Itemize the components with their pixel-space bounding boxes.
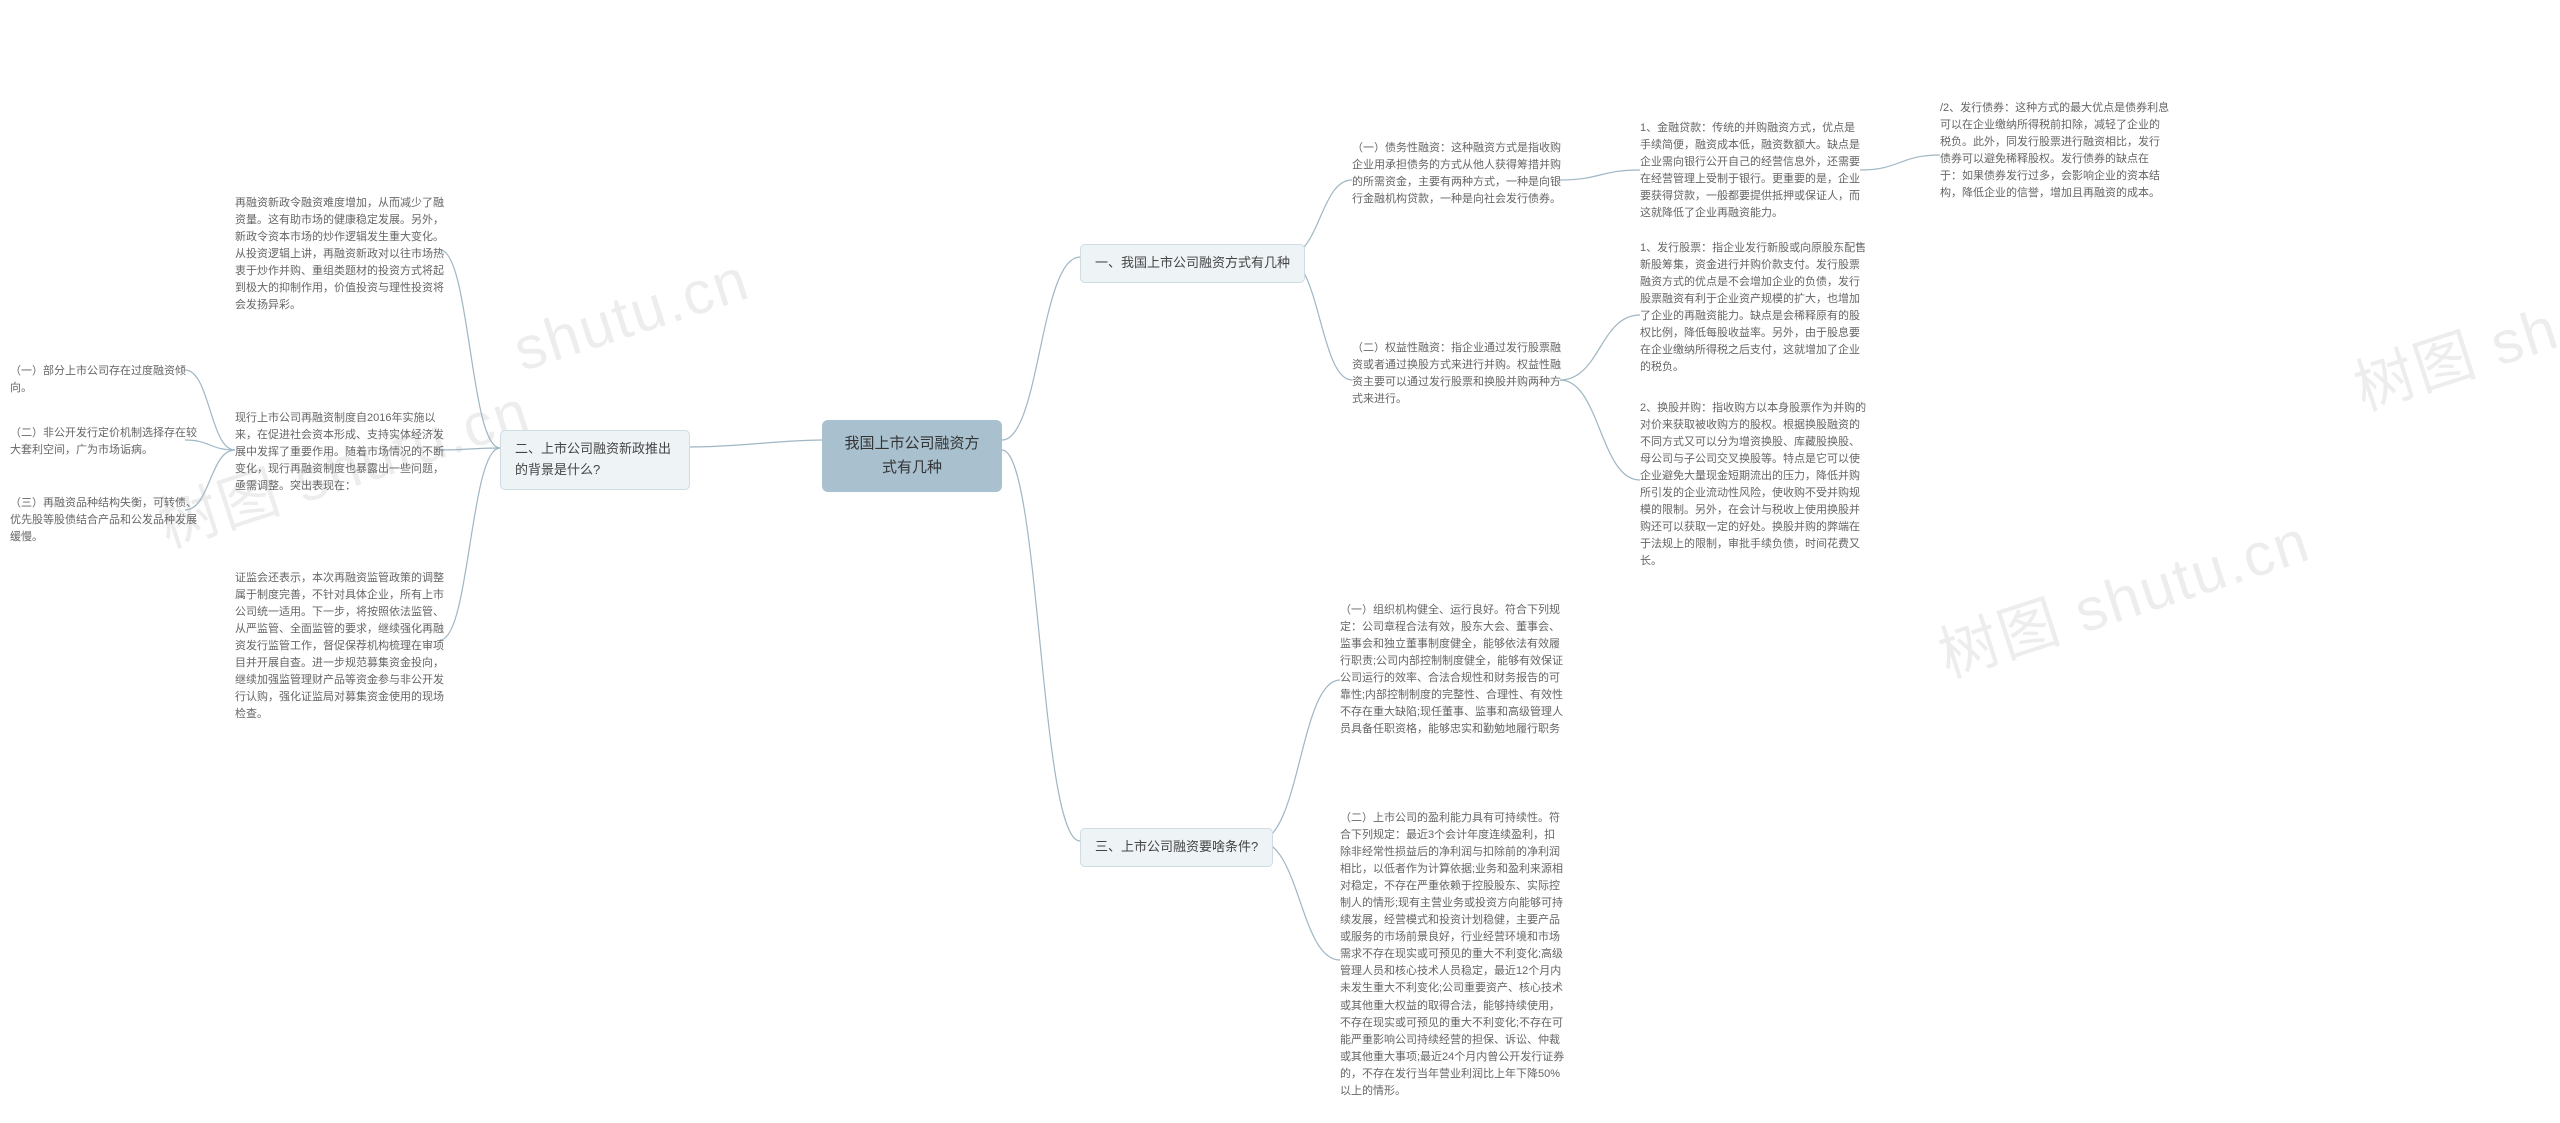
node-1-1: （一）债务性融资：这种融资方式是指收购企业用承担债务的方式从他人获得筹措并购的所… [1352,140,1562,208]
branch-1[interactable]: 一、我国上市公司融资方式有几种 [1080,244,1305,283]
node-2-a: （一）部分上市公司存在过度融资倾向。 [10,363,200,397]
node-2-b: （二）非公开发行定价机制选择存在较大套利空间，广为市场诟病。 [10,425,200,459]
watermark: 树图 shutu.cn [1926,493,2320,695]
node-2-c: （三）再融资品种结构失衡，可转债、优先股等股债结合产品和公发品种发展缓慢。 [10,495,200,546]
node-1-2-1: 1、发行股票：指企业发行新股或向原股东配售新股筹集，资金进行并购价款支付。发行股… [1640,240,1870,376]
node-2-bot: 证监会还表示，本次再融资监管政策的调整属于制度完善，不针对具体企业，所有上市公司… [235,570,445,723]
node-3-1: （一）组织机构健全、运行良好。符合下列规定：公司章程合法有效，股东大会、董事会、… [1340,602,1565,738]
node-1-1-2: /2、发行债券：这种方式的最大优点是债券利息可以在企业缴纳所得税前扣除，减轻了企… [1940,100,2170,202]
watermark: 树图 sh [2342,280,2560,428]
node-2-top: 再融资新政令融资难度增加，从而减少了融资量。这有助市场的健康稳定发展。另外，新政… [235,195,445,314]
node-3-2: （二）上市公司的盈利能力具有可持续性。符合下列规定：最近3个会计年度连续盈利，扣… [1340,810,1565,1100]
node-1-2-2: 2、换股并购：指收购方以本身股票作为并购的对价来获取被收购方的股权。根据换股融资… [1640,400,1870,570]
node-1-1-1: 1、金融贷款：传统的并购融资方式，优点是手续简便，融资成本低，融资数额大。缺点是… [1640,120,1860,222]
root-node[interactable]: 我国上市公司融资方式有几种 [822,420,1002,492]
node-1-2: （二）权益性融资：指企业通过发行股票融资或者通过换股方式来进行并购。权益性融资主… [1352,340,1562,408]
branch-2[interactable]: 二、上市公司融资新政推出的背景是什么? [500,430,690,490]
node-2-mid: 现行上市公司再融资制度自2016年实施以来，在促进社会资本形成、支持实体经济发展… [235,410,445,495]
connectors-layer [0,0,2560,1123]
branch-3[interactable]: 三、上市公司融资要啥条件? [1080,828,1273,867]
watermark: shutu.cn [505,244,757,385]
